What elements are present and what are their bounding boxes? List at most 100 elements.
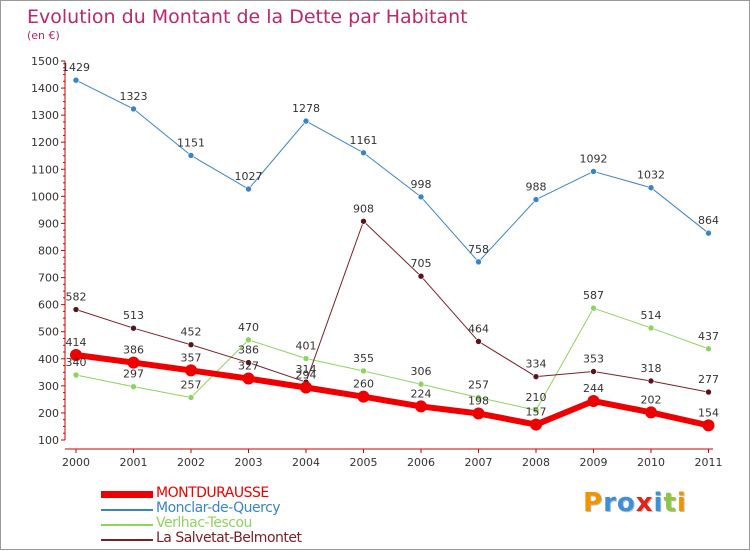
data-label-verlhac-tescou: 355: [353, 352, 374, 365]
data-label-montdurausse: 244: [583, 382, 604, 395]
data-point-verlhac-tescou: [360, 367, 367, 375]
data-point-verlhac-tescou: [475, 394, 482, 401]
data-point-montdurausse: [70, 348, 82, 361]
data-point-monclar-de-quercy: [187, 152, 195, 159]
y-tick-label: 100: [38, 434, 59, 447]
data-label-verlhac-tescou: 257: [181, 378, 202, 391]
data-point-verlhac-tescou: [532, 406, 540, 414]
data-point-montdurausse: [357, 390, 370, 403]
x-tick-label: 2004: [292, 456, 320, 469]
data-label-monclar-de-quercy: 758: [468, 243, 489, 256]
series-line-verlhac-tescou: [75, 307, 709, 411]
data-label-verlhac-tescou: 514: [641, 309, 662, 322]
data-label-montdurausse: 294: [296, 368, 317, 381]
legend-swatch: [101, 491, 153, 498]
data-label-monclar-de-quercy: 1161: [350, 134, 378, 147]
data-label-la-salvetat-belmontet: 277: [698, 373, 719, 386]
data-point-montdurausse: [472, 407, 485, 420]
data-point-verlhac-tescou: [187, 394, 195, 401]
data-point-montdurausse: [702, 419, 715, 432]
data-point-montdurausse: [587, 395, 600, 408]
data-point-verlhac-tescou: [72, 371, 80, 379]
legend-label: La Salvetat-Belmontet: [156, 530, 302, 546]
data-point-verlhac-tescou: [647, 324, 655, 332]
data-label-la-salvetat-belmontet: 314: [296, 363, 317, 376]
chart-subtitle: (en €): [27, 29, 60, 42]
data-point-verlhac-tescou: [590, 304, 597, 312]
data-label-la-salvetat-belmontet: 386: [238, 344, 259, 357]
logo-letter: t: [663, 488, 677, 518]
data-label-monclar-de-quercy: 988: [526, 181, 547, 194]
data-point-verlhac-tescou: [417, 380, 425, 388]
data-label-monclar-de-quercy: 1032: [637, 169, 665, 182]
data-point-monclar-de-quercy: [532, 196, 540, 203]
logo-letter: r: [603, 488, 617, 518]
data-label-verlhac-tescou: 470: [238, 321, 259, 334]
data-point-montdurausse: [415, 400, 427, 413]
x-tick-label: 2006: [407, 456, 435, 469]
logo-letter: P: [583, 488, 604, 518]
data-label-la-salvetat-belmontet: 353: [583, 353, 604, 366]
data-label-monclar-de-quercy: 1278: [292, 102, 320, 115]
data-label-monclar-de-quercy: 1429: [62, 61, 90, 74]
data-label-la-salvetat-belmontet: 705: [411, 257, 432, 270]
data-point-monclar-de-quercy: [360, 149, 367, 157]
data-point-la-salvetat-belmontet: [187, 341, 195, 349]
logo-letter: o: [616, 488, 636, 518]
data-point-montdurausse: [242, 372, 255, 385]
data-label-montdurausse: 386: [123, 344, 144, 357]
y-tick-label: 1300: [31, 109, 59, 122]
y-tick-label: 1000: [31, 190, 59, 203]
data-point-la-salvetat-belmontet: [590, 368, 597, 375]
series-line-montdurausse: [75, 352, 710, 429]
data-label-monclar-de-quercy: 1027: [235, 170, 263, 183]
y-tick-label: 1200: [31, 136, 59, 149]
x-tick-label: 2010: [637, 456, 665, 469]
data-point-montdurausse: [185, 364, 197, 377]
data-label-la-salvetat-belmontet: 908: [353, 202, 374, 215]
data-label-montdurausse: 357: [181, 351, 202, 364]
data-point-la-salvetat-belmontet: [647, 377, 655, 385]
data-point-la-salvetat-belmontet: [72, 306, 80, 313]
y-tick-label: 200: [38, 407, 59, 420]
data-label-verlhac-tescou: 210: [526, 391, 547, 404]
data-label-verlhac-tescou: 340: [66, 356, 87, 369]
data-point-monclar-de-quercy: [130, 105, 137, 113]
data-label-la-salvetat-belmontet: 334: [526, 358, 547, 371]
data-label-montdurausse: 157: [526, 406, 547, 419]
series-line-la-salvetat-belmontet: [75, 220, 709, 393]
series-line-monclar-de-quercy: [75, 79, 709, 263]
x-tick-label: 2008: [522, 456, 550, 469]
data-point-monclar-de-quercy: [417, 193, 425, 201]
y-tick-label: 1400: [31, 82, 59, 95]
data-label-monclar-de-quercy: 1151: [177, 136, 205, 149]
data-label-montdurausse: 414: [66, 336, 87, 349]
data-point-montdurausse: [530, 418, 542, 431]
y-tick-label: 700: [38, 272, 59, 285]
data-label-montdurausse: 224: [411, 387, 432, 400]
chart-title: Evolution du Montant de la Dette par Hab…: [27, 6, 468, 28]
data-point-la-salvetat-belmontet: [475, 338, 482, 345]
data-point-monclar-de-quercy: [705, 229, 712, 237]
data-label-verlhac-tescou: 297: [123, 368, 144, 381]
data-point-la-salvetat-belmontet: [417, 272, 425, 280]
x-tick-label: 2000: [62, 456, 90, 469]
data-label-la-salvetat-belmontet: 513: [123, 309, 144, 322]
data-label-montdurausse: 327: [238, 360, 259, 373]
proxiti-logo: Proxiti: [583, 488, 687, 518]
x-tick-label: 2011: [695, 456, 723, 469]
data-point-monclar-de-quercy: [590, 168, 597, 175]
y-tick-label: 1500: [31, 55, 59, 68]
data-point-monclar-de-quercy: [302, 117, 310, 125]
data-label-monclar-de-quercy: 864: [698, 214, 719, 227]
x-tick-label: 2001: [120, 456, 148, 469]
data-point-monclar-de-quercy: [245, 185, 252, 193]
legend-label: Verlhac-Tescou: [156, 515, 252, 531]
y-tick-label: 600: [38, 299, 59, 312]
legend-swatch: [101, 539, 153, 541]
data-label-verlhac-tescou: 257: [468, 378, 489, 391]
data-label-verlhac-tescou: 306: [411, 365, 432, 378]
data-point-la-salvetat-belmontet: [705, 388, 712, 396]
logo-letter: i: [676, 488, 687, 518]
